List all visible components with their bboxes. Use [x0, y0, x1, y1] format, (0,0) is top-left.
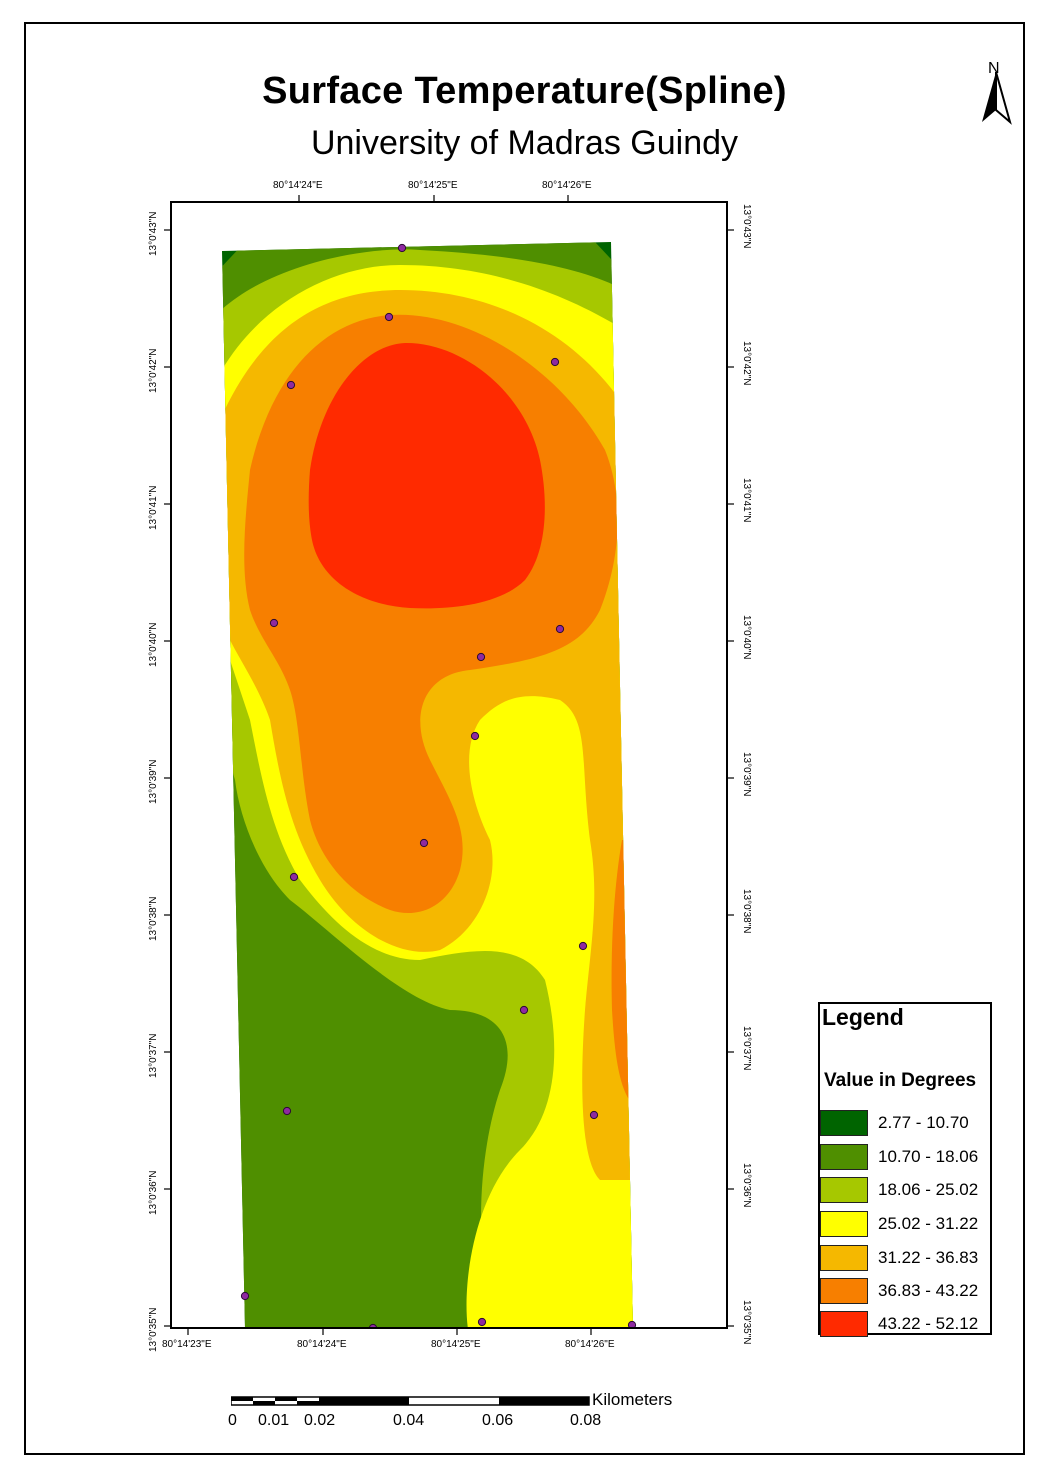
- legend-item: 2.77 - 10.70: [820, 1110, 990, 1138]
- scale-bar-label: 0.04: [393, 1412, 425, 1429]
- legend-label: 31.22 - 36.83: [878, 1248, 979, 1267]
- legend-label: 36.83 - 43.22: [878, 1281, 979, 1300]
- scale-bar-label: 0: [228, 1412, 237, 1429]
- legend-label: 18.06 - 25.02: [878, 1180, 979, 1199]
- legend-item: 18.06 - 25.02: [820, 1177, 990, 1205]
- map-layout-frame: [24, 22, 1025, 1455]
- legend-item: 25.02 - 31.22: [820, 1211, 990, 1239]
- graticule-label: 80°14'26"E: [565, 1339, 615, 1350]
- sample-point: [550, 357, 560, 367]
- sample-point: [269, 618, 279, 628]
- graticule-label: 13°0'37"N: [741, 1026, 752, 1071]
- legend-swatch: [820, 1144, 868, 1170]
- graticule-label: 13°0'37"N: [148, 1033, 159, 1079]
- graticule-label: 13°0'39"N: [741, 752, 752, 797]
- legend-swatch: [820, 1278, 868, 1304]
- scale-bar-label: 0.01: [258, 1412, 290, 1429]
- legend-swatch: [820, 1110, 868, 1136]
- legend-swatch: [820, 1177, 868, 1203]
- legend-label: 43.22 - 52.12: [878, 1314, 979, 1333]
- legend-item: 10.70 - 18.06: [820, 1144, 990, 1172]
- graticule-label: 13°0'36"N: [148, 1170, 159, 1216]
- surface-temperature-raster: [222, 242, 637, 1327]
- sample-point: [589, 1110, 599, 1120]
- graticule-label: 13°0'41"N: [741, 478, 752, 523]
- legend-subtitle: Value in Degrees: [824, 1070, 977, 1091]
- graticule-label: 13°0'38"N: [148, 896, 159, 942]
- legend-item: 36.83 - 43.22: [820, 1278, 990, 1306]
- sample-point: [476, 652, 486, 662]
- sample-point: [384, 312, 394, 322]
- sample-point: [419, 838, 429, 848]
- north-arrow-icon: [982, 71, 1012, 125]
- graticule-label: 13°0'40"N: [741, 615, 752, 660]
- north-arrow-label: N: [988, 60, 1000, 77]
- graticule-label: 13°0'40"N: [148, 622, 159, 668]
- sample-point: [555, 624, 565, 634]
- graticule-label: 13°0'43"N: [148, 211, 159, 257]
- sample-point: [519, 1005, 529, 1015]
- legend-swatch: [820, 1211, 868, 1237]
- sample-point: [470, 731, 480, 741]
- legend-label: 25.02 - 31.22: [878, 1214, 979, 1233]
- map-title: Surface Temperature(Spline): [262, 70, 787, 112]
- sample-point: [397, 243, 407, 253]
- scale-bar-unit: Kilometers: [592, 1390, 673, 1409]
- graticule-label: 13°0'39"N: [148, 759, 159, 805]
- legend-title: Legend: [822, 1004, 904, 1030]
- sample-point: [289, 872, 299, 882]
- graticule-label: 80°14'26"E: [542, 180, 592, 191]
- sample-point: [286, 380, 296, 390]
- legend-swatch: [820, 1311, 868, 1337]
- graticule-label: 80°14'24"E: [273, 180, 323, 191]
- zone-43-22-52-12: [308, 342, 545, 609]
- graticule-label: 13°0'38"N: [741, 889, 752, 934]
- graticule-label: 13°0'36"N: [741, 1163, 752, 1208]
- sample-point: [240, 1291, 250, 1301]
- sample-point: [627, 1320, 637, 1327]
- graticule-label: 80°14'25"E: [431, 1339, 481, 1350]
- graticule-label: 13°0'35"N: [741, 1300, 752, 1345]
- legend-swatch: [820, 1245, 868, 1271]
- graticule-label: 80°14'25"E: [408, 180, 458, 191]
- map-subtitle: University of Madras Guindy: [310, 124, 739, 162]
- graticule-label: 13°0'35"N: [148, 1307, 159, 1353]
- graticule-label: 13°0'41"N: [148, 485, 159, 531]
- legend-box: Legend Value in Degrees 2.77 - 10.70 10.7…: [818, 1002, 992, 1337]
- sample-point: [369, 1323, 377, 1327]
- legend-label: 2.77 - 10.70: [878, 1113, 969, 1132]
- scale-bar-label: 0.08: [570, 1412, 602, 1429]
- sample-point: [282, 1106, 292, 1116]
- sample-point: [578, 941, 588, 951]
- graticule-label: 13°0'42"N: [148, 348, 159, 394]
- graticule-label: 80°14'23"E: [162, 1339, 212, 1350]
- graticule-label: 80°14'24"E: [297, 1339, 347, 1350]
- scale-bar: [231, 1396, 590, 1406]
- legend-label: 10.70 - 18.06: [878, 1147, 979, 1166]
- scale-bar-label: 0.02: [304, 1412, 336, 1429]
- graticule-label: 13°0'43"N: [741, 204, 752, 249]
- legend-item: 31.22 - 36.83: [820, 1245, 990, 1273]
- legend-item: 43.22 - 52.12: [820, 1311, 990, 1339]
- sample-point: [477, 1317, 487, 1327]
- scale-bar-label: 0.06: [482, 1412, 514, 1429]
- graticule-label: 13°0'42"N: [741, 341, 752, 386]
